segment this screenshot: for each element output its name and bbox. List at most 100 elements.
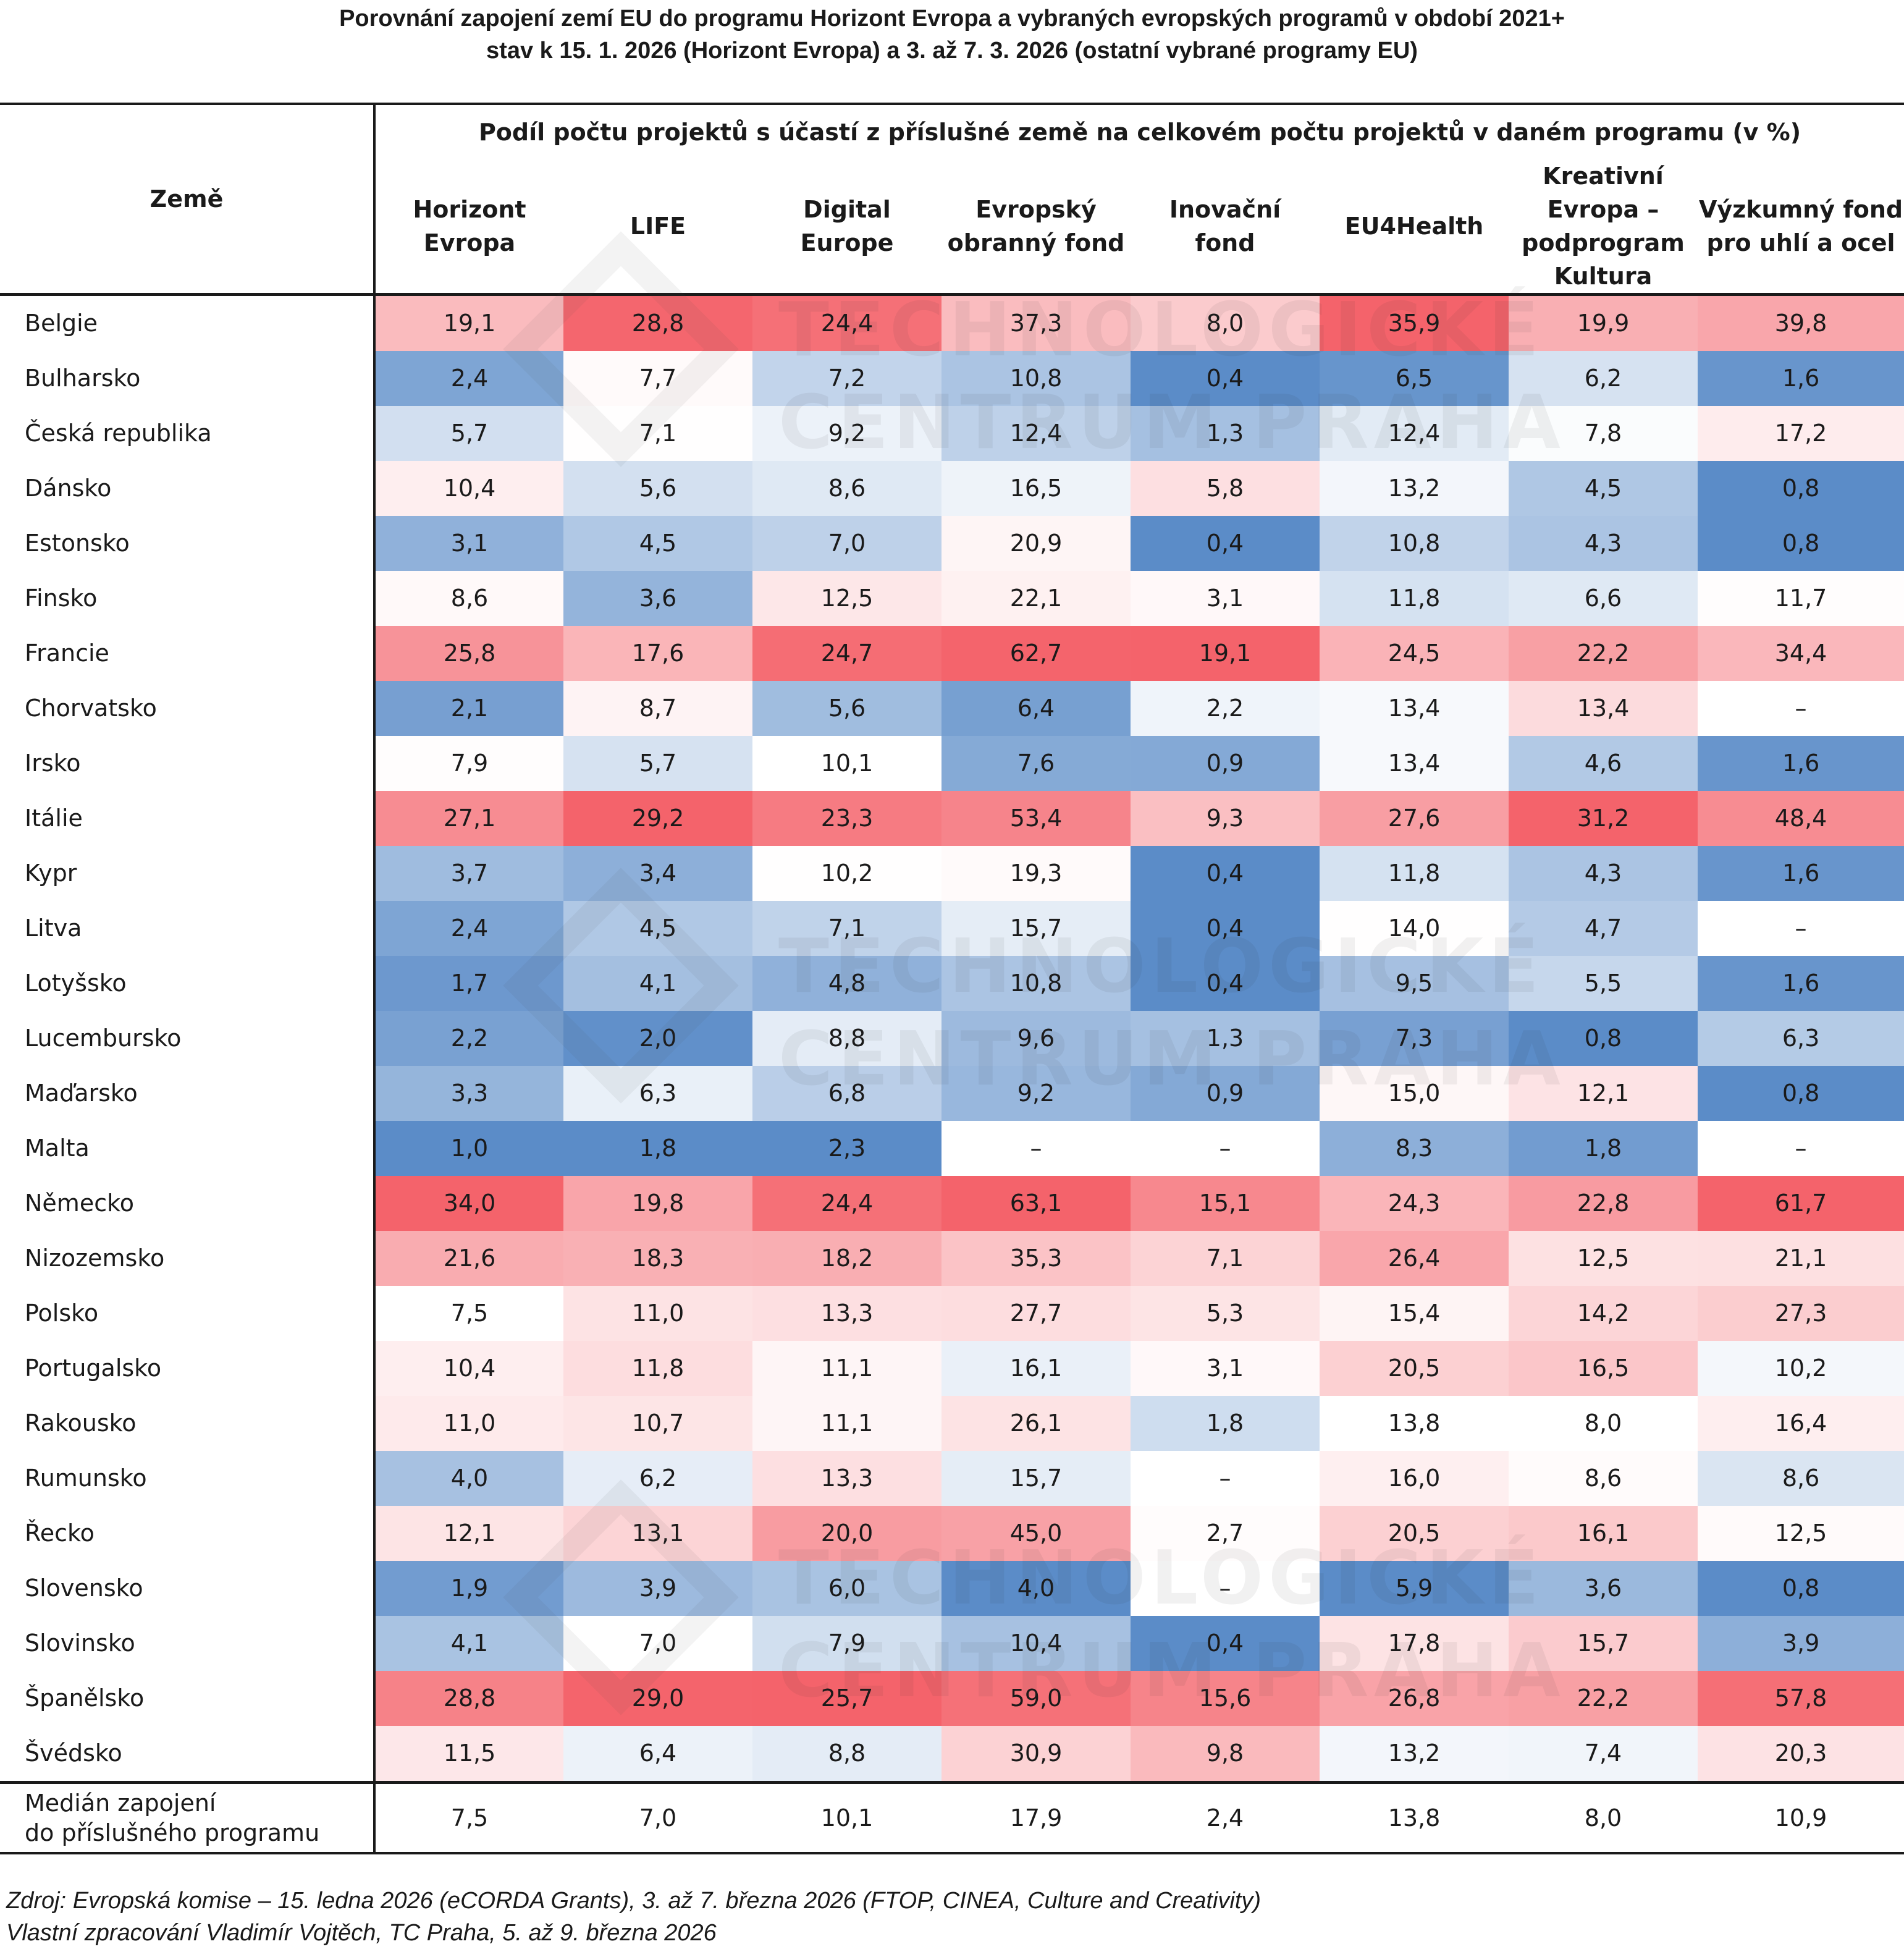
heatmap-cell: 6,6 [1509,571,1698,626]
heatmap-cell: 10,8 [1320,516,1509,571]
column-header-line: Horizont [413,196,526,223]
column-header-5: EU4Health [1320,159,1509,296]
heatmap-cell: 20,5 [1320,1341,1509,1396]
heatmap-cell: 16,1 [941,1341,1131,1396]
table-row: Francie 25,8 17,6 24,7 62,7 19,1 24,5 22,2 34,4 [0,626,1904,681]
heatmap-cell: 5,3 [1131,1286,1320,1341]
heatmap-cell: 4,0 [374,1451,563,1506]
column-header-line: Europe [800,229,894,256]
heatmap-cell: 12,4 [941,406,1131,461]
heatmap-cell: 13,8 [1320,1396,1509,1451]
heatmap-cell: 27,3 [1698,1286,1904,1341]
heatmap-body: Belgie 19,1 28,8 24,4 37,3 8,0 35,9 19,9 39,8 Bul… [0,294,1904,1783]
heatmap-cell: 10,4 [941,1616,1131,1671]
heatmap-cell: 5,5 [1509,956,1698,1011]
heatmap-cell: 6,3 [1698,1011,1904,1066]
heatmap-cell: 5,8 [1131,461,1320,516]
median-cell: 13,8 [1320,1781,1509,1854]
heatmap-cell: 4,3 [1509,516,1698,571]
heatmap-cell: 11,8 [1320,846,1509,901]
heatmap-cell: 1,8 [563,1121,752,1176]
median-cell: 7,0 [563,1781,752,1854]
heatmap-cell: 7,8 [1509,406,1698,461]
country-label: Řecko [0,1506,376,1561]
heatmap-cell: 0,4 [1131,901,1320,956]
heatmap-cell: 6,4 [563,1726,752,1783]
heatmap-cell: 7,2 [752,351,941,406]
heatmap-cell: 1,0 [374,1121,563,1176]
table-row: Řecko 12,1 13,1 20,0 45,0 2,7 20,5 16,1 12,5 [0,1506,1904,1561]
heatmap-cell: 1,3 [1131,1011,1320,1066]
heatmap-cell: 25,7 [752,1671,941,1726]
heatmap-cell: 4,3 [1509,846,1698,901]
heatmap-cell: 25,8 [374,626,563,681]
heatmap-cell: 13,3 [752,1451,941,1506]
heatmap-cell: 16,5 [1509,1341,1698,1396]
country-label: Kypr [0,846,376,901]
median-cell: 10,1 [752,1781,941,1854]
heatmap-cell: 12,1 [374,1506,563,1561]
heatmap-cell: 2,0 [563,1011,752,1066]
heatmap-cell: 0,8 [1509,1011,1698,1066]
heatmap-cell: 15,4 [1320,1286,1509,1341]
table-row: Rakousko 11,0 10,7 11,1 26,1 1,8 13,8 8,0 16,4 [0,1396,1904,1451]
table-row: Finsko 8,6 3,6 12,5 22,1 3,1 11,8 6,6 11,7 [0,571,1904,626]
table-row: Slovensko 1,9 3,9 6,0 4,0–5,9 3,6 0,8 [0,1561,1904,1616]
heatmap-cell: 10,8 [941,956,1131,1011]
heatmap-cell: 0,4 [1131,351,1320,406]
heatmap-cell: 10,2 [1698,1341,1904,1396]
heatmap-cell: 1,3 [1131,406,1320,461]
country-label: Lotyšsko [0,956,376,1011]
heatmap-cell: 24,3 [1320,1176,1509,1231]
heatmap-cell: 8,6 [752,461,941,516]
table-row: Polsko 7,5 11,0 13,3 27,7 5,3 15,4 14,2 27,3 [0,1286,1904,1341]
heatmap-cell: 0,4 [1131,956,1320,1011]
column-header-row: Horizont Evropa LIFE Digital Europe Evropský o… [0,159,1904,296]
heatmap-cell: 5,6 [563,461,752,516]
heatmap-cell: 62,7 [941,626,1131,681]
table-row: Belgie 19,1 28,8 24,4 37,3 8,0 35,9 19,9 39,8 [0,294,1904,351]
heatmap-cell: 2,2 [374,1011,563,1066]
heatmap-cell: 10,4 [374,461,563,516]
heatmap-cell: 13,2 [1320,461,1509,516]
heatmap-cell: 19,1 [374,294,563,351]
heatmap-cell: 4,0 [941,1561,1131,1616]
heatmap-cell: 8,8 [752,1011,941,1066]
heatmap-cell: 19,9 [1509,294,1698,351]
title-line-2: stav k 15. 1. 2026 (Horizont Evropa) a 3… [486,38,1418,64]
heatmap-cell: 14,0 [1320,901,1509,956]
column-header-line: LIFE [630,213,686,240]
heatmap-cell: 11,0 [563,1286,752,1341]
heatmap-cell: 13,3 [752,1286,941,1341]
heatmap-cell: 9,2 [752,406,941,461]
country-label: Portugalsko [0,1341,376,1396]
table-row: Kypr 3,7 3,4 10,2 19,3 0,4 11,8 4,3 1,6 [0,846,1904,901]
country-label: Bulharsko [0,351,376,406]
heatmap-cell: 1,6 [1698,736,1904,791]
heatmap-cell: 1,7 [374,956,563,1011]
country-label: Rakousko [0,1396,376,1451]
heatmap-cell: 20,3 [1698,1726,1904,1783]
heatmap-cell: 45,0 [941,1506,1131,1561]
heatmap-cell: 0,8 [1698,1066,1904,1121]
median-row: Medián zapojení do příslušného programu … [0,1781,1904,1854]
heatmap-cell: 13,4 [1509,681,1698,736]
table-row: Lotyšsko 1,7 4,1 4,8 10,8 0,4 9,5 5,5 1,6 [0,956,1904,1011]
heatmap-cell: 8,8 [752,1726,941,1783]
country-label: Nizozemsko [0,1231,376,1286]
heatmap-cell: 20,5 [1320,1506,1509,1561]
heatmap-cell: 0,8 [1698,516,1904,571]
country-label: Estonsko [0,516,376,571]
heatmap-cell: 19,8 [563,1176,752,1231]
heatmap-cell: 6,3 [563,1066,752,1121]
heatmap-cell: 11,7 [1698,571,1904,626]
heatmap-cell: 0,8 [1698,461,1904,516]
heatmap-cell: – [1698,1121,1904,1176]
heatmap-cell: 22,2 [1509,1671,1698,1726]
table-row: Švédsko 11,5 6,4 8,8 30,9 9,8 13,2 7,4 20,3 [0,1726,1904,1783]
column-header-line: Digital [803,196,891,223]
heatmap-cell: 16,0 [1320,1451,1509,1506]
heatmap-cell: 10,2 [752,846,941,901]
heatmap-cell: 3,3 [374,1066,563,1121]
median-cell: 17,9 [941,1781,1131,1854]
